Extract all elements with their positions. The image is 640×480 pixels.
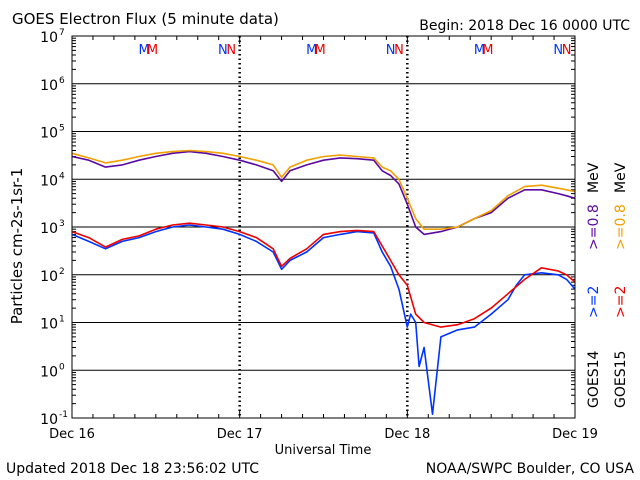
eclipse-marker: N — [562, 43, 572, 58]
series-line — [71, 224, 576, 416]
y-tick-exponent: 3 — [59, 219, 65, 229]
y-tick-label: 10 — [40, 317, 58, 333]
y-tick-exponent: -1 — [59, 410, 68, 420]
legend-energy-label: >=2 — [613, 286, 629, 318]
eclipse-marker: M — [482, 43, 493, 58]
legend-energy-label: >=2 — [586, 286, 602, 318]
legend: GOES14 GOES15 >=2 >=2 >=0.8 >=0.8 MeV MeV — [586, 162, 629, 408]
eclipse-marker: M — [306, 43, 317, 58]
eclipse-marker: N — [218, 43, 228, 58]
x-tick-labels: Dec 16 Dec 17 Dec 18 Dec 19 — [49, 427, 598, 442]
series-line — [71, 149, 576, 230]
eclipse-marker: N — [553, 43, 563, 58]
y-tick-exponent: 5 — [59, 124, 65, 134]
legend-sat-label: GOES14 — [586, 350, 602, 408]
chart-title: GOES Electron Flux (5 minute data) — [12, 10, 279, 28]
y-tick-label: 10 — [40, 269, 58, 285]
day-dash-markers — [71, 36, 576, 418]
y-tick-label: 10 — [40, 173, 58, 189]
y-tick-exponent: 4 — [59, 171, 65, 181]
eclipse-marker: M — [147, 43, 158, 58]
x-tick-label: Dec 17 — [217, 427, 263, 442]
begin-label: Begin: 2018 Dec 16 0000 UTC — [419, 18, 630, 34]
eclipse-marker: M — [138, 43, 149, 58]
legend-sat-label: GOES15 — [613, 351, 629, 408]
legend-unit-label: MeV — [586, 162, 602, 193]
y-tick-label: 10 — [40, 412, 58, 428]
eclipse-marker: N — [394, 43, 404, 58]
updated-label: Updated 2018 Dec 18 23:56:02 UTC — [6, 461, 259, 477]
y-tick-exponent: 0 — [59, 362, 65, 372]
y-tick-exponent: 1 — [59, 315, 65, 325]
legend-energy-label: >=0.8 — [613, 204, 629, 250]
y-axis-label: Particles cm-2s-1sr-1 — [8, 168, 26, 325]
x-tick-label: Dec 16 — [49, 427, 95, 442]
y-tick-label: 10 — [40, 78, 58, 94]
x-axis-label: Universal Time — [275, 443, 372, 458]
eclipse-marker: M — [315, 43, 326, 58]
plot-frame — [71, 35, 576, 419]
y-tick-label: 10 — [40, 30, 58, 46]
y-tick-exponent: 7 — [59, 28, 65, 38]
eclipse-marker: N — [386, 43, 396, 58]
series-lines — [71, 149, 576, 416]
y-tick-exponent: 6 — [59, 76, 65, 86]
credit-label: NOAA/SWPC Boulder, CO USA — [426, 461, 635, 477]
x-tick-label: Dec 18 — [384, 427, 430, 442]
eclipse-markers: MM NN MM NN MM NN — [138, 43, 571, 58]
legend-unit-label: MeV — [613, 162, 629, 193]
y-tick-label: 10 — [40, 126, 58, 142]
legend-energy-label: >=0.8 — [586, 204, 602, 250]
y-tick-label: 10 — [40, 364, 58, 380]
series-line — [71, 150, 576, 236]
grid — [72, 83, 575, 371]
eclipse-marker: N — [226, 43, 236, 58]
x-tick-label: Dec 19 — [552, 427, 598, 442]
y-tick-exponent: 2 — [59, 267, 65, 277]
y-tick-label: 10 — [40, 221, 58, 237]
series-line — [71, 222, 576, 328]
eclipse-marker: M — [474, 43, 485, 58]
